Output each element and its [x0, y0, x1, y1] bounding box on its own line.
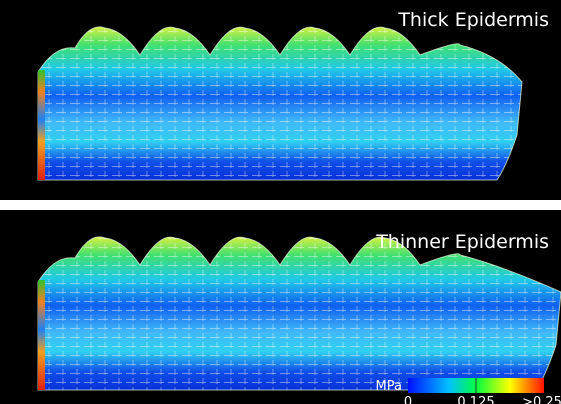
edge-strip — [38, 280, 45, 390]
mesh — [38, 26, 522, 180]
surface-line — [37, 236, 561, 391]
colorbar-tick-label: >0.25 — [522, 395, 561, 404]
panel-label: Thick Epidermis — [397, 9, 549, 31]
colorbar-tick-label: 0 — [404, 395, 412, 404]
panel-label: Thinner Epidermis — [375, 231, 549, 253]
surface-line — [37, 26, 523, 181]
tissues — [37, 26, 561, 391]
colorbar-unit: MPa — [376, 379, 402, 394]
mesh — [38, 236, 561, 390]
edge-strip — [38, 70, 45, 180]
colorbar-tick-label: 0.125 — [457, 395, 494, 404]
